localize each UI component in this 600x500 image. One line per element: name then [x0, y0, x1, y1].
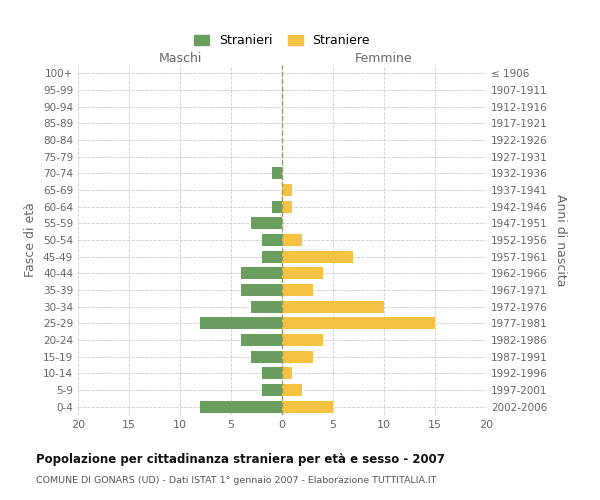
Text: Femmine: Femmine: [355, 52, 413, 65]
Bar: [282, 400, 333, 412]
Bar: [241, 268, 282, 280]
Bar: [262, 234, 282, 246]
Bar: [282, 250, 353, 262]
Bar: [282, 334, 323, 346]
Bar: [241, 284, 282, 296]
Bar: [282, 234, 302, 246]
Bar: [282, 350, 313, 362]
Bar: [272, 168, 282, 179]
Y-axis label: Fasce di età: Fasce di età: [25, 202, 37, 278]
Bar: [262, 384, 282, 396]
Text: Popolazione per cittadinanza straniera per età e sesso - 2007: Popolazione per cittadinanza straniera p…: [36, 452, 445, 466]
Text: COMUNE DI GONARS (UD) - Dati ISTAT 1° gennaio 2007 - Elaborazione TUTTITALIA.IT: COMUNE DI GONARS (UD) - Dati ISTAT 1° ge…: [36, 476, 436, 485]
Bar: [282, 318, 435, 330]
Legend: Stranieri, Straniere: Stranieri, Straniere: [189, 29, 375, 52]
Bar: [251, 218, 282, 230]
Bar: [272, 200, 282, 212]
Bar: [251, 350, 282, 362]
Bar: [282, 300, 384, 312]
Bar: [241, 334, 282, 346]
Y-axis label: Anni di nascita: Anni di nascita: [554, 194, 567, 286]
Bar: [282, 268, 323, 280]
Bar: [282, 284, 313, 296]
Bar: [282, 200, 292, 212]
Bar: [282, 368, 292, 380]
Bar: [200, 318, 282, 330]
Bar: [200, 400, 282, 412]
Bar: [262, 368, 282, 380]
Bar: [282, 184, 292, 196]
Text: Maschi: Maschi: [158, 52, 202, 65]
Bar: [282, 384, 302, 396]
Bar: [251, 300, 282, 312]
Bar: [262, 250, 282, 262]
